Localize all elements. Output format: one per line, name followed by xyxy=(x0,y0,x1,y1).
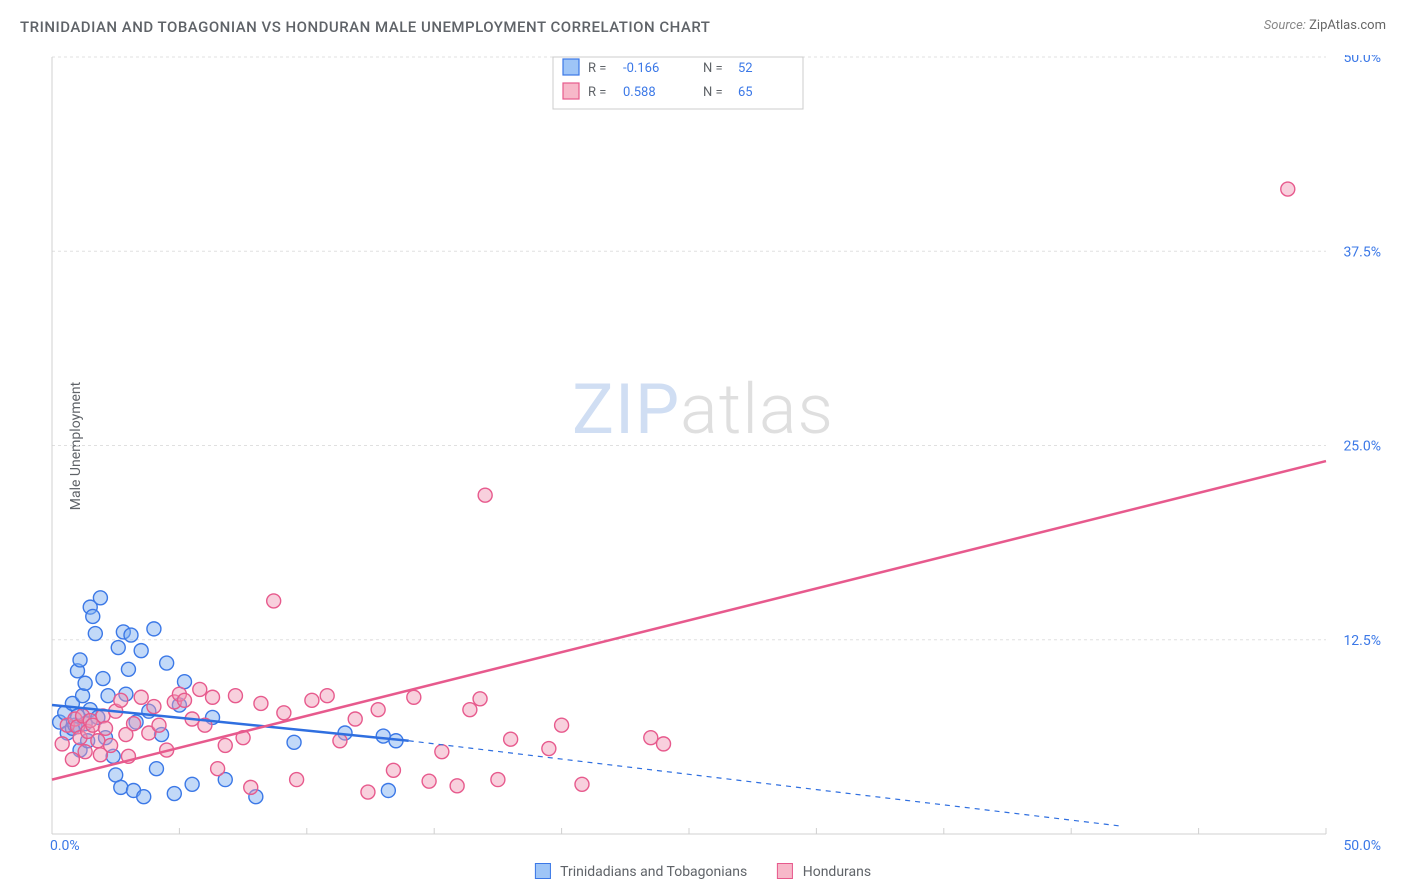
legend-item-hondurans: Hondurans xyxy=(777,863,871,880)
legend-bottom: Trinidadians and Tobagonians Hondurans xyxy=(535,863,871,880)
chart-svg: 12.5% 25.0% 37.5% 50.0% 0.0% 50.0% R = -0.166 N … xyxy=(50,55,1386,852)
chart-title: TRINIDADIAN AND TOBAGONIAN VS HONDURAN M… xyxy=(20,18,710,36)
legend-swatch-blue xyxy=(535,863,551,879)
legend-item-trinidadians: Trinidadians and Tobagonians xyxy=(535,863,747,880)
svg-text:50.0%: 50.0% xyxy=(1343,838,1381,852)
svg-text:-0.166: -0.166 xyxy=(623,61,659,76)
svg-text:0.0%: 0.0% xyxy=(50,838,80,852)
chart-plot-area: 12.5% 25.0% 37.5% 50.0% 0.0% 50.0% R = -0.166 N … xyxy=(50,55,1386,852)
svg-text:R =: R = xyxy=(588,61,606,76)
svg-text:25.0%: 25.0% xyxy=(1343,439,1381,455)
svg-text:N =: N = xyxy=(703,85,723,100)
svg-text:N =: N = xyxy=(703,61,723,76)
legend-label-trinidadians: Trinidadians and Tobagonians xyxy=(560,864,747,880)
svg-text:50.0%: 50.0% xyxy=(1343,55,1381,66)
svg-text:65: 65 xyxy=(738,85,753,100)
svg-text:37.5%: 37.5% xyxy=(1343,244,1381,260)
svg-text:12.5%: 12.5% xyxy=(1343,633,1381,649)
legend-label-hondurans: Hondurans xyxy=(803,864,871,880)
source-label: Source: xyxy=(1264,18,1306,33)
legend-swatch-pink xyxy=(777,863,793,879)
source-value: ZipAtlas.com xyxy=(1309,18,1386,33)
svg-text:52: 52 xyxy=(738,61,753,76)
svg-text:R =: R = xyxy=(588,85,606,100)
source-attribution: Source: ZipAtlas.com xyxy=(1264,18,1386,33)
svg-text:0.588: 0.588 xyxy=(623,85,656,100)
